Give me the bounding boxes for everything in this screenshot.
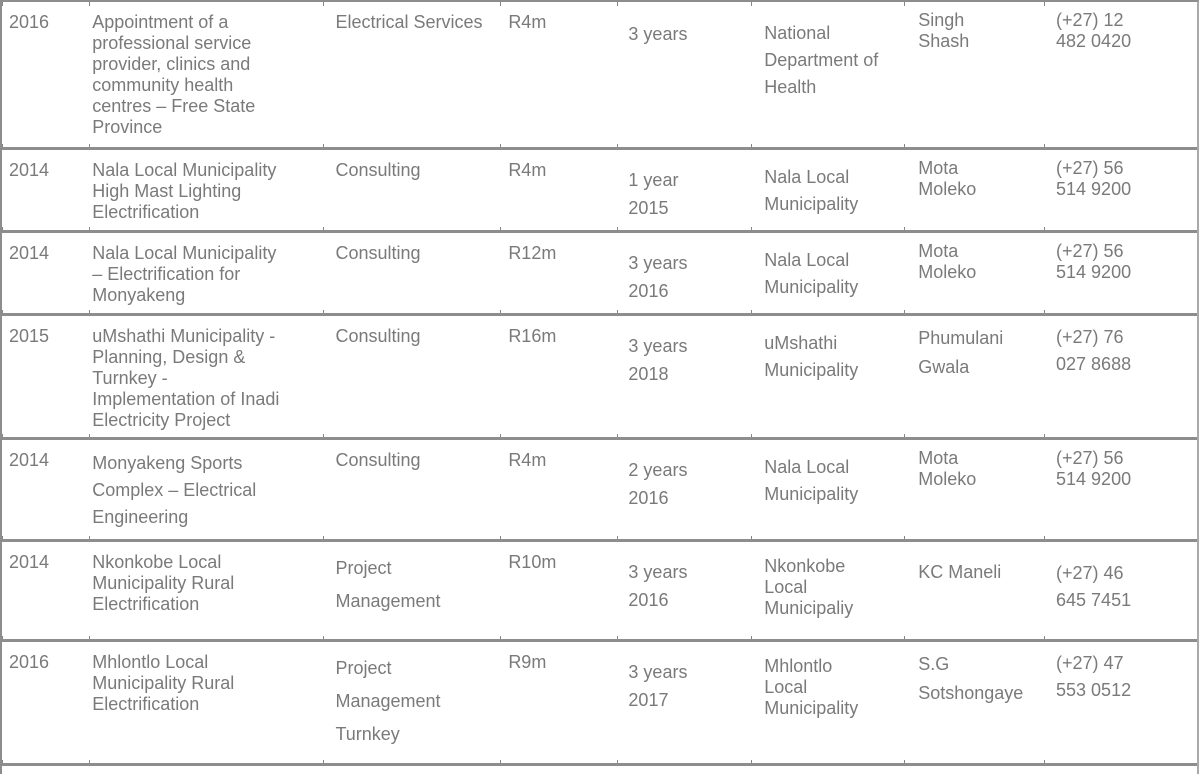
cell-contact-person: KC Maneli xyxy=(904,542,1044,639)
cell-project: Nala Local Municipality – Electrificatio… xyxy=(89,233,323,313)
cell-year: 2015 xyxy=(2,316,89,437)
cell-client: Nkonkobe Local Municipaliy xyxy=(751,542,904,639)
cell-service: Consulting xyxy=(323,440,500,539)
cell-project xyxy=(89,766,323,774)
cell-value: R9m xyxy=(500,642,617,763)
cell-year: 2016 xyxy=(2,2,89,147)
cell-year: 2016 xyxy=(2,642,89,763)
cell-service: Consulting xyxy=(323,233,500,313)
cell-service: Consulting xyxy=(323,150,500,230)
table-row: 2014 Monyakeng Sports Complex – Electrica… xyxy=(2,440,1197,542)
cell-duration xyxy=(617,766,751,774)
cell-service: Project Management Turnkey xyxy=(323,642,500,763)
cell-duration: 3 years 2017 xyxy=(617,642,751,763)
cell-value: R12m xyxy=(500,233,617,313)
cell-project: Nala Local Municipality High Mast Lighti… xyxy=(89,150,323,230)
cell-phone: (+27) 47 553 0512 xyxy=(1044,642,1197,763)
cell-client: Nala Local Municipality xyxy=(751,150,904,230)
cell-client: Nala Local Municipality xyxy=(751,440,904,539)
cell-year xyxy=(2,766,89,774)
table-row: 2015 uMshathi Municipality - Planning, De… xyxy=(2,316,1197,440)
cell-contact-person: S.G Sotshongaye xyxy=(904,642,1044,763)
cell-phone: (+27) 12 482 0420 xyxy=(1044,2,1197,147)
table-row: 2014 Nala Local Municipality High Mast Li… xyxy=(2,150,1197,233)
cell-client xyxy=(751,766,904,774)
cell-contact-person: Singh Shash xyxy=(904,2,1044,147)
cell-contact-person: Phumulani Gwala xyxy=(904,316,1044,437)
cell-project: Nkonkobe Local Municipality Rural Electr… xyxy=(89,542,323,639)
cell-project: uMshathi Municipality - Planning, Design… xyxy=(89,316,323,437)
cell-year: 2014 xyxy=(2,150,89,230)
cell-service: Electrical Services xyxy=(323,2,500,147)
cell-contact-person: Mota Moleko xyxy=(904,440,1044,539)
cell-phone: (+27) 56 514 9200 xyxy=(1044,440,1197,539)
cell-contact-person: Mota Moleko xyxy=(904,150,1044,230)
cell-client: Nala Local Municipality xyxy=(751,233,904,313)
table-row: 2016 Appointment of a professional servic… xyxy=(2,2,1197,150)
cell-service: Consulting xyxy=(323,316,500,437)
cell-contact-person: Mota Moleko xyxy=(904,233,1044,313)
cell-phone: (+27) 56 514 9200 xyxy=(1044,150,1197,230)
cell-value: R10m xyxy=(500,542,617,639)
cell-contact-person xyxy=(904,766,1044,774)
cell-value: R16m xyxy=(500,316,617,437)
cell-client: Mhlontlo Local Municipality xyxy=(751,642,904,763)
cell-duration: 3 years 2016 xyxy=(617,233,751,313)
cell-project: Appointment of a professional service pr… xyxy=(89,2,323,147)
cell-project: Monyakeng Sports Complex – Electrical En… xyxy=(89,440,323,539)
cell-client: uMshathi Municipality xyxy=(751,316,904,437)
cell-value: R4m xyxy=(500,440,617,539)
table-row xyxy=(2,766,1197,774)
cell-duration: 3 years 2018 xyxy=(617,316,751,437)
cell-client: National Department of Health xyxy=(751,2,904,147)
cell-year: 2014 xyxy=(2,542,89,639)
cell-year: 2014 xyxy=(2,233,89,313)
cell-value xyxy=(500,766,617,774)
cell-duration: 2 years 2016 xyxy=(617,440,751,539)
cell-duration: 1 year 2015 xyxy=(617,150,751,230)
cell-phone xyxy=(1044,766,1197,774)
cell-duration: 3 years 2016 xyxy=(617,542,751,639)
cell-year: 2014 xyxy=(2,440,89,539)
table-row: 2016 Mhlontlo Local Municipality Rural El… xyxy=(2,642,1197,766)
cell-service xyxy=(323,766,500,774)
cell-value: R4m xyxy=(500,2,617,147)
cell-project: Mhlontlo Local Municipality Rural Electr… xyxy=(89,642,323,763)
cell-phone: (+27) 46 645 7451 xyxy=(1044,542,1197,639)
table-row: 2014 Nkonkobe Local Municipality Rural El… xyxy=(2,542,1197,642)
cell-duration: 3 years xyxy=(617,2,751,147)
table-row: 2014 Nala Local Municipality – Electrific… xyxy=(2,233,1197,316)
cell-service: Project Management xyxy=(323,542,500,639)
cell-phone: (+27) 76 027 8688 xyxy=(1044,316,1197,437)
cell-phone: (+27) 56 514 9200 xyxy=(1044,233,1197,313)
cell-value: R4m xyxy=(500,150,617,230)
